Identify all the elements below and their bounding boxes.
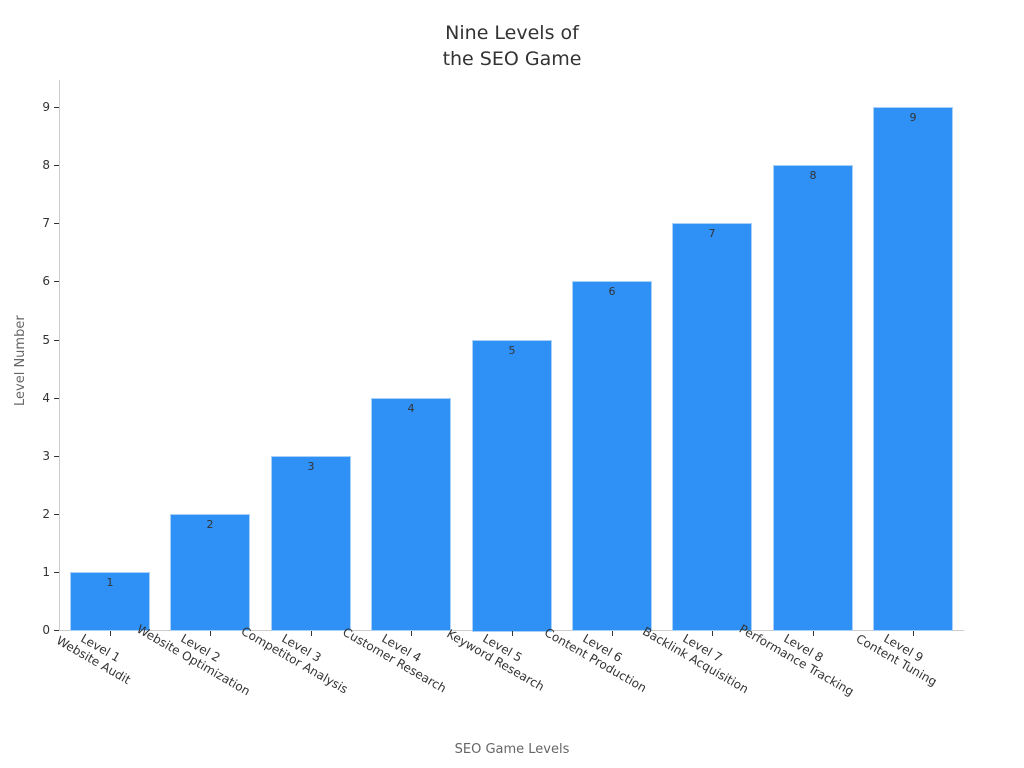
- bar-value-label: 3: [307, 460, 315, 473]
- y-tick-mark: [54, 514, 59, 515]
- bar: [70, 572, 150, 631]
- bar: [873, 107, 953, 631]
- bar-value-label: 9: [909, 111, 917, 124]
- chart-title-line-1: Nine Levels of: [445, 22, 579, 44]
- y-tick-mark: [54, 398, 59, 399]
- y-tick-mark: [54, 281, 59, 282]
- x-tick-mark: [712, 631, 713, 636]
- y-tick-label: 1: [42, 565, 50, 579]
- bar-value-label: 5: [508, 344, 516, 357]
- y-tick-mark: [54, 340, 59, 341]
- chart-title: Nine Levels of the SEO Game: [0, 20, 1024, 72]
- chart-title-line-2: the SEO Game: [442, 48, 582, 70]
- y-tick-label: 3: [42, 449, 50, 463]
- bar: [371, 398, 451, 631]
- y-tick-mark: [54, 165, 59, 166]
- x-tick-mark: [512, 631, 513, 636]
- y-tick-label: 0: [42, 623, 50, 637]
- y-tick-label: 7: [42, 216, 50, 230]
- y-tick-mark: [54, 572, 59, 573]
- bar-value-label: 7: [708, 227, 716, 240]
- x-tick-mark: [110, 631, 111, 636]
- bar-value-label: 2: [206, 518, 214, 531]
- x-tick-mark: [210, 631, 211, 636]
- x-tick-mark: [913, 631, 914, 636]
- y-axis-line: [59, 80, 60, 631]
- x-tick-mark: [411, 631, 412, 636]
- x-tick-label-text: Level 1 Website Audit: [54, 621, 140, 687]
- y-tick-label: 5: [42, 333, 50, 347]
- y-tick-mark: [54, 456, 59, 457]
- y-tick-mark: [54, 223, 59, 224]
- bar-value-label: 1: [106, 576, 114, 589]
- bar-value-label: 8: [809, 169, 817, 182]
- bar: [572, 281, 652, 631]
- x-tick-mark: [612, 631, 613, 636]
- bar: [672, 223, 752, 631]
- y-tick-label: 6: [42, 274, 50, 288]
- y-tick-label: 9: [42, 100, 50, 114]
- bar: [271, 456, 351, 631]
- x-tick-mark: [813, 631, 814, 636]
- bar: [472, 340, 552, 632]
- y-tick-mark: [54, 107, 59, 108]
- bar: [773, 165, 853, 631]
- bar: [170, 514, 250, 631]
- x-tick-mark: [311, 631, 312, 636]
- x-axis-title: SEO Game Levels: [454, 742, 570, 757]
- y-tick-label: 8: [42, 158, 50, 172]
- y-tick-label: 4: [42, 391, 50, 405]
- bar-value-label: 4: [407, 402, 415, 415]
- y-axis-title: Level Number: [13, 315, 28, 406]
- bar-value-label: 6: [608, 285, 616, 298]
- x-tick-label: Level 1 Website Audit: [54, 631, 176, 708]
- y-tick-label: 2: [42, 507, 50, 521]
- y-tick-mark: [54, 630, 59, 631]
